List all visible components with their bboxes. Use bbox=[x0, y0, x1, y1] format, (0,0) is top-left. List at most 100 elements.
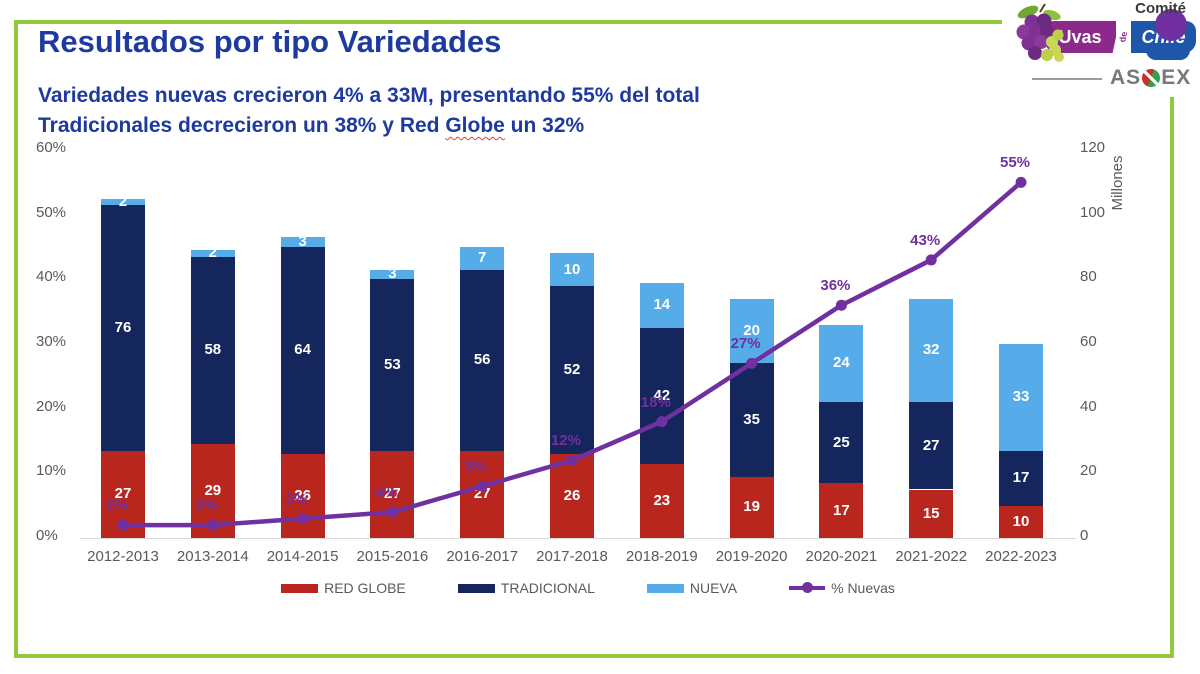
bar-value-tradicional: 52 bbox=[563, 360, 581, 378]
page-title: Resultados por tipo Variedades bbox=[38, 24, 502, 59]
percent-label: 2% bbox=[195, 497, 218, 515]
purple-circle-decoration bbox=[1155, 9, 1187, 41]
legend-swatch-red-globe bbox=[281, 583, 319, 593]
legend-label-nuevas: % Nuevas bbox=[831, 580, 895, 596]
line-marker bbox=[1015, 176, 1027, 188]
bar-value-red-globe: 19 bbox=[743, 498, 760, 516]
asoex-logo: AS EX bbox=[1110, 66, 1191, 90]
x-axis-label: 2014-2015 bbox=[266, 548, 339, 565]
bar-value-red-globe: 26 bbox=[563, 486, 581, 504]
percent-label: 2% bbox=[106, 497, 128, 515]
percent-label: 55% bbox=[999, 154, 1031, 172]
subtitle-line1: Variedades nuevas crecieron 4% a 33M, pr… bbox=[38, 84, 700, 107]
right-axis-tick: 0 bbox=[1080, 527, 1089, 544]
chart-legend: RED GLOBE TRADICIONAL NUEVA % Nuevas bbox=[0, 580, 1176, 596]
bar-value-nueva: 3 bbox=[388, 265, 397, 283]
right-axis-tick: 120 bbox=[1080, 139, 1106, 156]
bar-value-nueva: 24 bbox=[833, 354, 850, 372]
left-axis-tick: 60% bbox=[36, 139, 67, 156]
subtitle-misspelled-word: Globe bbox=[445, 114, 505, 137]
bar-value-red-globe: 27 bbox=[473, 485, 491, 503]
x-axis-label: 2015-2016 bbox=[356, 548, 429, 565]
asoex-globe-icon bbox=[1142, 69, 1161, 87]
left-axis-tick: 0% bbox=[36, 527, 58, 544]
bar-value-nueva: 7 bbox=[478, 249, 487, 267]
grapes-icon bbox=[1016, 3, 1064, 62]
bar-value-tradicional: 53 bbox=[384, 356, 401, 374]
percent-label: 43% bbox=[910, 231, 941, 249]
bar-value-nueva: 33 bbox=[1012, 388, 1030, 406]
percent-label: 3% bbox=[285, 490, 308, 508]
legend-line-dot bbox=[802, 582, 814, 593]
x-axis-label: 2019-2020 bbox=[715, 548, 788, 565]
bar-value-nueva: 2 bbox=[208, 244, 217, 262]
x-axis-label: 2021-2022 bbox=[895, 548, 968, 565]
percent-label: 36% bbox=[820, 277, 851, 295]
left-axis-tick: 20% bbox=[36, 397, 67, 415]
legend-label-red-globe: RED GLOBE bbox=[324, 580, 406, 596]
left-axis-tick: 30% bbox=[36, 333, 67, 350]
legend-item-tradicional: TRADICIONAL bbox=[457, 580, 595, 596]
comite-label: Comité bbox=[1135, 0, 1186, 17]
percent-label: 12% bbox=[550, 432, 582, 450]
x-axis-label: 2018-2019 bbox=[625, 548, 698, 565]
x-axis-label: 2013-2014 bbox=[176, 548, 249, 565]
line-marker bbox=[925, 254, 937, 266]
right-axis-tick: 40 bbox=[1080, 397, 1097, 415]
legend-swatch-nueva bbox=[646, 583, 684, 593]
bar-value-tradicional: 56 bbox=[473, 351, 491, 369]
subtitle-line2: Tradicionales decrecieron un 38% y Red G… bbox=[38, 114, 898, 138]
subtitle-line2-prefix: Tradicionales decrecieron un 38% y Red bbox=[38, 114, 446, 137]
bar-value-nueva: 32 bbox=[922, 341, 940, 359]
bar-value-tradicional: 17 bbox=[1012, 469, 1030, 487]
legend-line-marker bbox=[789, 582, 826, 593]
bar-value-nueva: 2 bbox=[118, 192, 128, 210]
asoex-prefix: AS bbox=[1110, 66, 1142, 89]
bar-value-red-globe: 23 bbox=[653, 491, 671, 509]
asoex-suffix: EX bbox=[1161, 66, 1192, 89]
legend-item-nueva: NUEVA bbox=[646, 580, 738, 596]
x-axis-line bbox=[80, 538, 1076, 539]
right-axis-title: Millones bbox=[1109, 155, 1126, 211]
right-axis-tick: 100 bbox=[1080, 203, 1106, 221]
legend-label-tradicional: TRADICIONAL bbox=[500, 580, 595, 596]
left-axis-tick: 50% bbox=[36, 203, 67, 221]
bar-value-tradicional: 76 bbox=[114, 318, 132, 336]
bar-value-tradicional: 35 bbox=[743, 410, 760, 428]
line-marker bbox=[835, 299, 847, 311]
legend-swatch-tradicional bbox=[457, 583, 495, 593]
left-axis-tick: 40% bbox=[36, 268, 67, 286]
bar-value-red-globe: 15 bbox=[922, 504, 940, 522]
slide-border bbox=[14, 20, 1174, 658]
bar-value-red-globe: 10 bbox=[1012, 512, 1030, 530]
percent-label: 8% bbox=[465, 458, 488, 476]
bar-value-tradicional: 25 bbox=[833, 433, 850, 451]
x-axis-label: 2012-2013 bbox=[87, 548, 159, 565]
percent-label: 27% bbox=[730, 335, 761, 353]
bar-value-tradicional: 58 bbox=[204, 341, 222, 359]
legend-item-red-globe: RED GLOBE bbox=[281, 580, 406, 596]
right-axis-tick: 80 bbox=[1080, 268, 1097, 286]
bar-value-nueva: 10 bbox=[563, 260, 581, 278]
x-axis-label: 2022-2023 bbox=[985, 548, 1057, 565]
right-axis-tick: 20 bbox=[1080, 462, 1097, 480]
x-axis-label: 2017-2018 bbox=[536, 548, 608, 565]
legend-item-nuevas: % Nuevas bbox=[789, 580, 895, 596]
bar-value-red-globe: 17 bbox=[833, 501, 850, 519]
percent-label: 18% bbox=[640, 393, 671, 411]
de-label: de bbox=[1117, 31, 1130, 43]
bar-value-tradicional: 64 bbox=[294, 341, 311, 359]
right-axis-tick: 60 bbox=[1080, 333, 1097, 350]
bar-value-nueva: 14 bbox=[653, 296, 671, 314]
subtitle-line2-suffix: un 32% bbox=[504, 114, 585, 137]
legend-label-nueva: NUEVA bbox=[689, 580, 738, 596]
percent-label: 4% bbox=[375, 484, 398, 502]
x-axis-label: 2020-2021 bbox=[805, 548, 878, 565]
logo-divider bbox=[1032, 78, 1102, 80]
x-axis-label: 2016-2017 bbox=[446, 548, 519, 565]
uvas-label: Uvas bbox=[1058, 26, 1102, 47]
left-axis-tick: 10% bbox=[36, 462, 67, 480]
bar-value-tradicional: 27 bbox=[922, 436, 940, 454]
bar-value-nueva: 3 bbox=[298, 233, 307, 251]
